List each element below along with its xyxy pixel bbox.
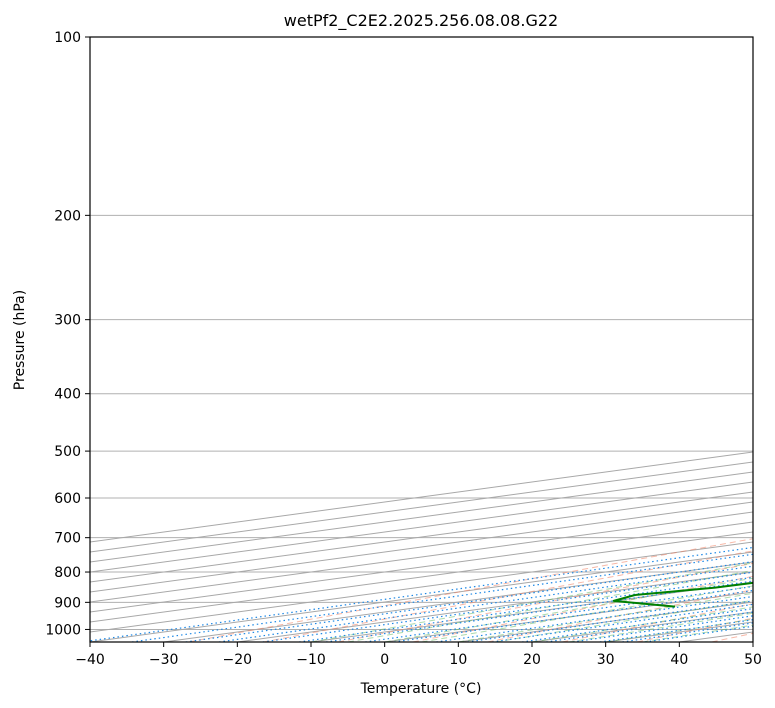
isotherm-line [752,641,753,642]
plot-frame [89,36,754,643]
mixing-ratio-line [218,565,753,642]
mixing-ratio-lines [90,546,753,642]
isotherm-line [90,531,753,623]
chart-title: wetPf2_C2E2.2025.256.08.08.G22 [284,11,558,31]
x-axis-title: Temperature (°C) [360,681,482,697]
isotherm-line [90,511,753,603]
dry-adiabat [338,562,753,642]
x-tick-label: −30 [149,652,179,668]
y-tick-label: 200 [54,208,81,224]
moist-adiabat [421,585,753,642]
y-tick-label: 300 [54,313,81,329]
mixing-ratio-line [262,571,753,642]
y-axis-title: Pressure (hPa) [12,290,28,390]
isotherm-line [90,481,753,573]
x-tick-label: 30 [597,652,615,668]
x-tick-label: −10 [296,652,326,668]
plot-area [90,37,753,642]
x-tick-label: 0 [380,652,389,668]
y-tick-label: 400 [54,387,81,403]
isotherm-line [90,501,753,593]
dry-adiabats [188,538,753,642]
y-tick-label: 700 [54,531,81,547]
y-tick-label: 600 [54,491,81,507]
y-tick-label: 900 [54,595,81,611]
x-tick-label: 20 [523,652,541,668]
isotherm-line [90,491,753,583]
y-tick-label: 100 [54,30,81,46]
dry-adiabat [188,538,753,642]
isotherm-line [90,471,753,563]
isotherm-line [90,461,753,553]
x-axis: −40 −30 −20 −10 0 10 20 30 40 50 [75,642,762,668]
y-axis: 100 200 300 400 500 600 700 800 900 1000 [45,30,90,638]
x-tick-label: −20 [223,652,253,668]
moist-adiabats [310,562,753,642]
mixing-ratio-line [131,553,753,642]
y-tick-label: 500 [54,444,81,460]
x-tick-label: −40 [75,652,105,668]
isotherms [90,451,753,642]
y-tick-label: 800 [54,565,81,581]
mixing-ratio-line [185,561,753,642]
isotherm-line [90,521,753,613]
x-tick-label: 50 [744,652,762,668]
moist-adiabat [347,569,753,642]
y-tick-label: 1000 [45,622,81,638]
mixing-ratio-line [299,576,753,642]
dry-adiabat [412,575,753,642]
x-tick-label: 10 [449,652,467,668]
x-tick-label: 40 [670,652,688,668]
isotherm-line [90,451,753,543]
